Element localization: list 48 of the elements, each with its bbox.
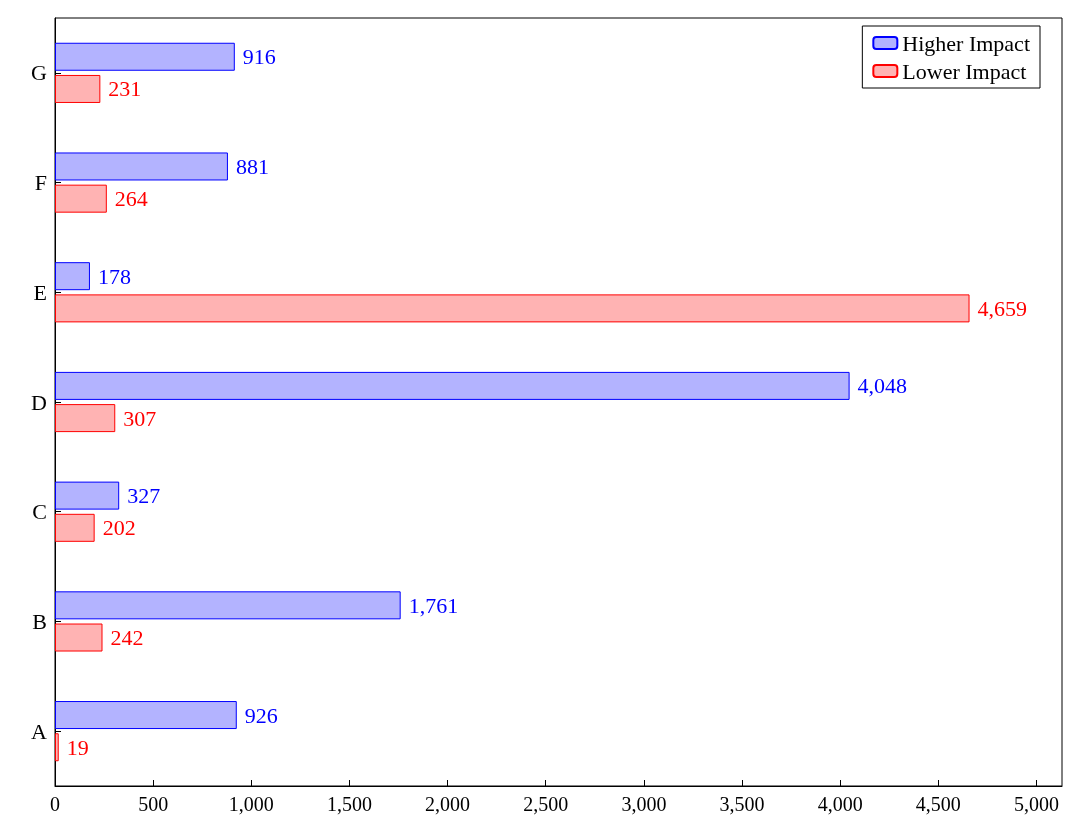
data-label: 264 xyxy=(114,186,148,212)
bar xyxy=(55,184,107,213)
data-label: 19 xyxy=(66,734,89,760)
data-label: 916 xyxy=(242,44,276,70)
y-tick-label: G xyxy=(31,60,48,86)
x-tick-label: 1,000 xyxy=(228,793,274,815)
legend-label: Higher Impact xyxy=(902,30,1030,56)
legend-label: Lower Impact xyxy=(902,58,1027,84)
x-tick-label: 2,500 xyxy=(523,793,569,815)
data-label: 307 xyxy=(123,405,157,431)
data-label: 242 xyxy=(110,625,144,651)
x-tick-label: 1,500 xyxy=(326,793,372,815)
y-tick-label: E xyxy=(33,279,47,305)
x-tick-label: 0 xyxy=(50,793,60,815)
y-tick-label: B xyxy=(32,608,47,634)
x-tick-label: 4,000 xyxy=(817,793,863,815)
data-label: 4,048 xyxy=(857,373,908,399)
bar xyxy=(55,152,228,181)
y-tick-label: F xyxy=(34,170,47,196)
data-label: 231 xyxy=(108,76,142,102)
x-tick-label: 4,500 xyxy=(915,793,961,815)
data-label: 1,761 xyxy=(408,592,459,618)
x-tick-label: 2,000 xyxy=(425,793,471,815)
bar xyxy=(55,733,59,762)
bar xyxy=(55,623,103,652)
data-label: 881 xyxy=(235,153,269,179)
x-tick-label: 5,000 xyxy=(1013,793,1059,815)
x-tick-label: 3,000 xyxy=(621,793,667,815)
bar xyxy=(55,591,401,620)
y-tick-label: A xyxy=(31,718,48,744)
data-label: 178 xyxy=(97,263,131,289)
y-tick-label: C xyxy=(32,499,47,525)
x-tick-label: 3,500 xyxy=(719,793,765,815)
data-label: 4,659 xyxy=(977,295,1028,321)
bar xyxy=(55,701,237,730)
x-tick-label: 500 xyxy=(138,793,169,815)
y-tick-label: D xyxy=(31,389,47,415)
bar xyxy=(55,42,235,71)
data-label: 926 xyxy=(244,702,278,728)
bar xyxy=(55,74,101,103)
data-label: 202 xyxy=(102,515,136,541)
bar xyxy=(55,371,850,400)
bar xyxy=(55,513,95,542)
bar xyxy=(55,481,120,510)
data-label: 327 xyxy=(127,483,161,509)
bar xyxy=(55,294,970,323)
bar xyxy=(55,404,116,433)
bar xyxy=(55,262,90,291)
